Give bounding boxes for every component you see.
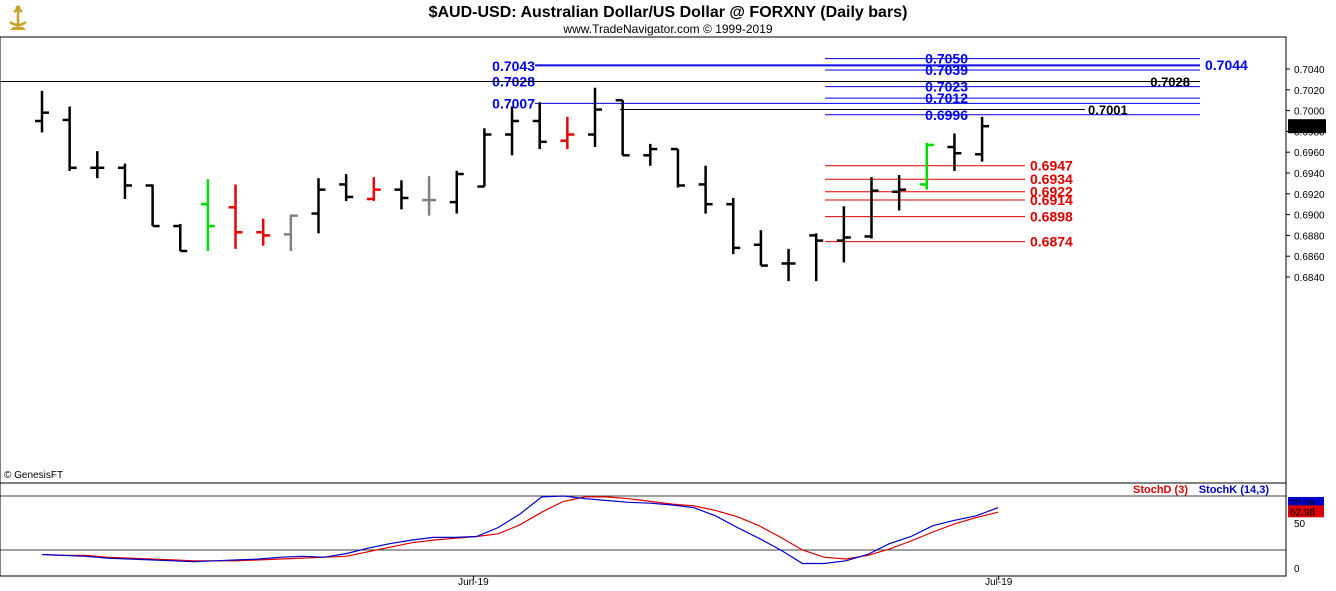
logo-icon bbox=[9, 5, 27, 30]
y-tick-label: 0.6920 bbox=[1294, 190, 1325, 201]
level-label: 0.6934 bbox=[1030, 171, 1073, 187]
x-tick-label: Jun-19 bbox=[458, 577, 489, 588]
price-axis: 0.6840 0.6860 0.6880 0.6900 0.6920 0.6940 0.69… bbox=[1286, 65, 1326, 284]
x-tick-label: Jul-19 bbox=[985, 577, 1013, 588]
stochk-line bbox=[41, 495, 999, 565]
level-label: 0.7039 bbox=[925, 62, 968, 78]
y-tick-label: 0.6960 bbox=[1294, 148, 1325, 159]
level-label: 0.6898 bbox=[1030, 209, 1073, 225]
y-tick-label: 0.7020 bbox=[1294, 86, 1325, 97]
stochd-value: 62.98 bbox=[1290, 507, 1315, 518]
y-tick-label: 0.6900 bbox=[1294, 211, 1325, 222]
y-tick-label: 0.7040 bbox=[1294, 65, 1325, 76]
stochd-line bbox=[41, 496, 999, 562]
level-label: 0.7012 bbox=[925, 90, 968, 106]
level-label: 0.7007 bbox=[492, 95, 535, 111]
level-label: 0.7043 bbox=[492, 58, 535, 74]
level-label: 0.6914 bbox=[1030, 192, 1073, 208]
level-label: 0.7044 bbox=[1205, 57, 1248, 73]
last-price-badge bbox=[1288, 119, 1326, 134]
price-bars bbox=[35, 87, 990, 282]
stochk-value: 72.28 bbox=[1290, 499, 1315, 510]
y-tick-label: 0.6880 bbox=[1294, 231, 1325, 242]
indicator-tick-label: 0 bbox=[1294, 564, 1300, 575]
indicator-tick-label: 50 bbox=[1294, 519, 1306, 530]
y-tick-label: 0.6840 bbox=[1294, 273, 1325, 284]
stochd-legend: StochD (3) bbox=[1133, 484, 1188, 496]
indicator-panel-frame bbox=[0, 482, 1287, 577]
y-tick-label: 0.6940 bbox=[1294, 169, 1325, 180]
y-tick-label: 0.6860 bbox=[1294, 252, 1325, 263]
level-label: 0.6947 bbox=[1030, 158, 1073, 174]
level-label: 0.7001 bbox=[1088, 103, 1128, 118]
stochk-legend: StochK (14,3) bbox=[1199, 484, 1270, 496]
time-axis: Jun-19 Jul-19 bbox=[458, 576, 1013, 588]
level-label: 0.7028 bbox=[1150, 74, 1190, 89]
stochd-value-badge bbox=[1288, 505, 1324, 518]
level-label: 0.6922 bbox=[1030, 184, 1073, 200]
last-price-label: 0.6985 bbox=[1290, 122, 1321, 133]
chart-subtitle: www.TradeNavigator.com © 1999-2019 bbox=[562, 22, 772, 36]
level-label: 0.7050 bbox=[925, 51, 968, 67]
copyright-label: © GenesisFT bbox=[4, 470, 63, 481]
level-label: 0.7023 bbox=[925, 79, 968, 95]
level-label: 0.6996 bbox=[925, 107, 968, 123]
level-label: 0.6874 bbox=[1030, 234, 1073, 250]
y-tick-label: 0.7000 bbox=[1294, 107, 1325, 118]
chart-title: $AUD-USD: Australian Dollar/US Dollar @ … bbox=[429, 4, 908, 21]
